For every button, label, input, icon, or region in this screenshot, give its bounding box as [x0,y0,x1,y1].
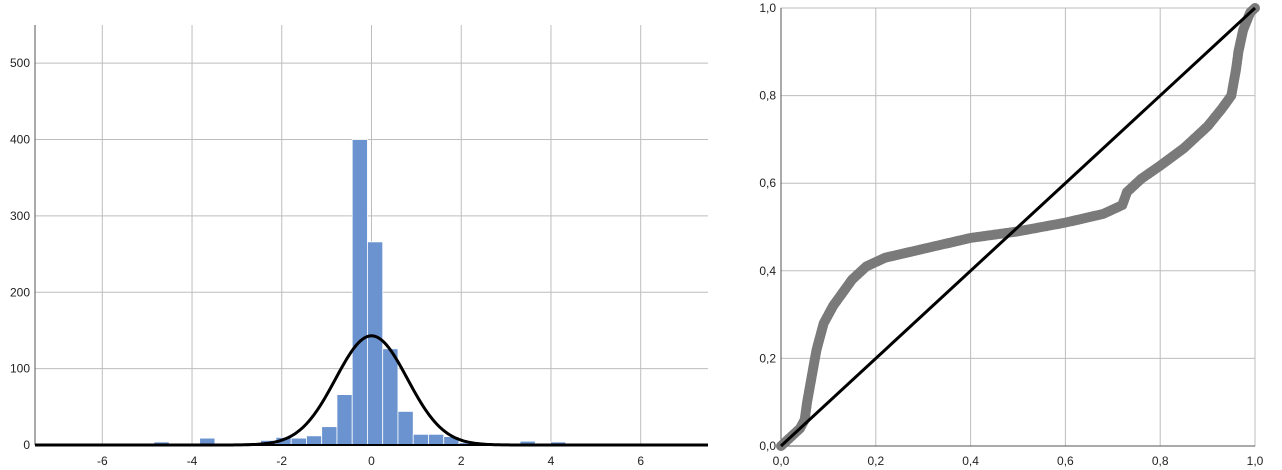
y-tick-label: 0,0 [759,439,776,453]
x-tick-label: 0,4 [962,454,979,468]
histogram-bar [306,435,323,446]
x-tick-label: -4 [187,454,198,468]
y-tick-label: 500 [10,56,30,70]
y-tick-label: 300 [10,209,30,223]
x-tick-label: 6 [637,454,644,468]
histogram-bar [290,437,307,446]
y-tick-label: 200 [10,285,30,299]
y-tick-label: 0 [23,438,30,452]
x-tick-label: 0,2 [867,454,884,468]
y-tick-label: 400 [10,133,30,147]
y-tick-label: 0,4 [759,264,776,278]
x-tick-label: 1,0 [1247,454,1264,468]
y-tick-label: 1,0 [759,1,776,15]
histogram-bar [382,348,399,446]
x-tick-label: 0,6 [1057,454,1074,468]
pp-plot-panel: 0,0 0,2 0,4 0,6 0,8 1,0 0,0 0,2 0,4 0,6 0,8 1,0 [759,1,1263,468]
x-tick-label: 0 [368,454,375,468]
x-tick-label: -6 [97,454,108,468]
y-tick-label: 0,2 [759,351,776,365]
x-tick-label: 0,8 [1152,454,1169,468]
y-tick-label: 0,8 [759,89,776,103]
histogram-bar [336,394,353,446]
y-tick-label: 100 [10,362,30,376]
histogram-bar [397,410,414,446]
histogram-bar [367,241,384,446]
x-tick-label: -2 [276,454,287,468]
x-tick-label: 0,0 [773,454,790,468]
histogram-panel: 0 100 200 300 400 500 -6 -4 -2 0 2 4 6 [10,25,708,468]
x-tick-label: 2 [458,454,465,468]
reference-line [779,6,1257,448]
histogram-bar [412,433,429,446]
histogram-bar [428,433,445,446]
histogram-bar [351,139,368,446]
y-tick-label: 0,6 [759,176,776,190]
histogram-bar [321,426,338,446]
x-tick-label: 4 [548,454,555,468]
